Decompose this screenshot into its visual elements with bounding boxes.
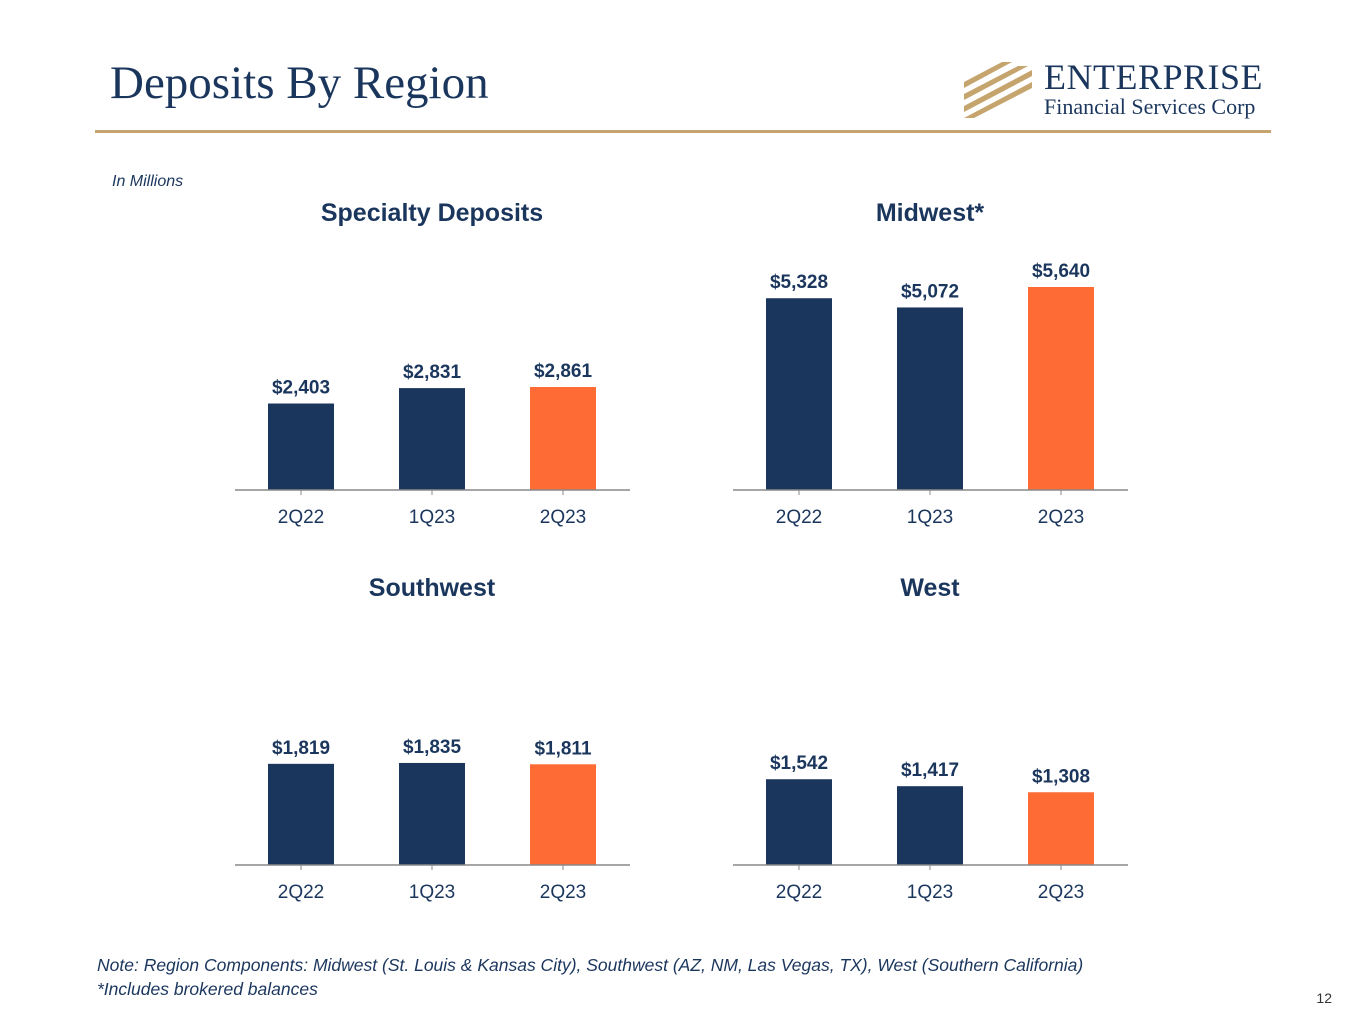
data-label: $5,328 — [770, 272, 828, 293]
data-label: $1,819 — [272, 738, 330, 759]
units-note: In Millions — [112, 173, 184, 190]
bar-1q23 — [399, 388, 465, 490]
data-label: $1,811 — [534, 738, 591, 759]
bar-2q22 — [766, 779, 832, 865]
data-label: $1,542 — [770, 753, 828, 774]
page-number: 12 — [1316, 990, 1332, 1006]
footnote: Note: Region Components: Midwest (St. Lo… — [97, 953, 1083, 1001]
x-tick-label: 1Q23 — [907, 507, 953, 528]
chart-title: Specialty Deposits — [321, 199, 543, 227]
x-tick-label: 2Q23 — [1038, 507, 1084, 528]
x-tick-label: 2Q22 — [278, 507, 324, 528]
bar-1q23 — [399, 762, 465, 865]
data-label: $1,835 — [403, 737, 462, 758]
logo-stripes-icon — [964, 62, 1032, 118]
data-label: $1,308 — [1032, 766, 1090, 787]
logo-subtitle: Financial Services Corp — [1044, 94, 1256, 119]
bar-2q22 — [268, 403, 334, 490]
data-label: $5,640 — [1032, 261, 1090, 282]
data-label: $5,072 — [901, 281, 959, 302]
logo-name: ENTERPRISE — [1044, 57, 1264, 97]
footnote-brokered: *Includes brokered balances — [97, 979, 318, 999]
bar-2q23 — [530, 387, 596, 490]
data-label: $2,861 — [534, 361, 593, 382]
chart-title: West — [900, 574, 960, 602]
x-tick-label: 2Q22 — [776, 507, 822, 528]
chart-west: West $1,542 2Q22 $1,417 1Q23 $1,308 2Q23 — [728, 570, 1133, 905]
x-tick-label: 1Q23 — [409, 882, 455, 903]
bar-2q23 — [530, 764, 596, 865]
x-tick-label: 2Q23 — [540, 882, 586, 903]
bar-1q23 — [897, 786, 963, 865]
chart-specialty-deposits: Specialty Deposits $2,403 2Q22 $2,831 1Q23 $2… — [230, 195, 635, 530]
data-label: $2,831 — [403, 362, 462, 383]
x-tick-label: 2Q22 — [776, 882, 822, 903]
footnote-regions: Note: Region Components: Midwest (St. Lo… — [97, 955, 1084, 975]
chart-midwest: Midwest* $5,328 2Q22 $5,072 1Q23 $5,640 2Q23 — [728, 195, 1133, 530]
x-tick-label: 1Q23 — [409, 507, 455, 528]
chart-southwest: Southwest $1,819 2Q22 $1,835 1Q23 $1,811 2Q23 — [230, 570, 635, 905]
x-tick-label: 2Q22 — [278, 882, 324, 903]
x-tick-label: 2Q23 — [1038, 882, 1084, 903]
bar-2q22 — [268, 763, 334, 865]
x-tick-label: 2Q23 — [540, 507, 586, 528]
data-label: $2,403 — [272, 378, 330, 399]
bar-1q23 — [897, 307, 963, 490]
page-title: Deposits By Region — [110, 57, 489, 109]
chart-title: Midwest* — [876, 199, 985, 227]
bar-2q22 — [766, 298, 832, 490]
chart-title: Southwest — [369, 574, 496, 602]
company-logo: ENTERPRISE Financial Services Corp — [962, 54, 1274, 124]
data-label: $1,417 — [901, 760, 959, 781]
bar-2q23 — [1028, 792, 1094, 865]
bar-2q23 — [1028, 287, 1094, 490]
header-divider — [95, 130, 1271, 133]
x-tick-label: 1Q23 — [907, 882, 953, 903]
